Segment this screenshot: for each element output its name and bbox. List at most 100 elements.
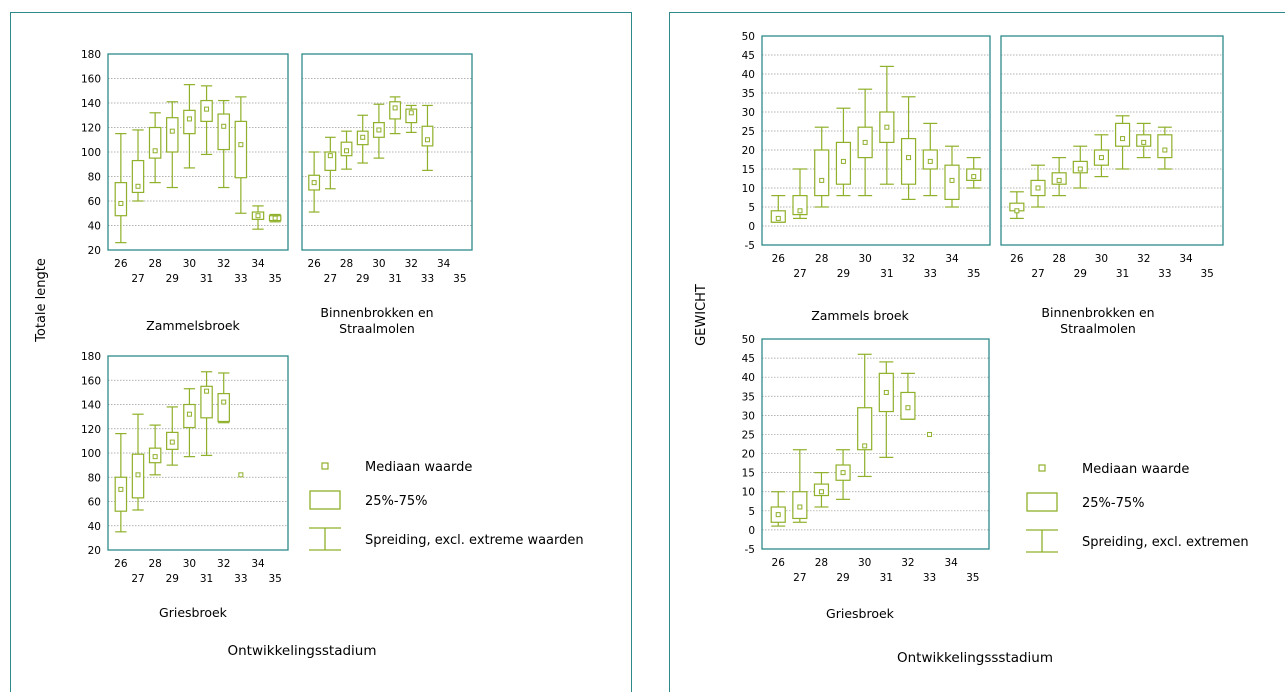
median-marker xyxy=(376,127,382,133)
chart-0: 2040608010012014016018026272829303132333… xyxy=(34,49,473,659)
median-marker xyxy=(1120,136,1126,142)
x-tick-label: 26 xyxy=(114,258,128,270)
x-tick-label: 31 xyxy=(1116,268,1129,280)
legend-box-symbol xyxy=(1026,492,1058,512)
median-marker xyxy=(840,158,846,164)
median-marker xyxy=(949,177,955,183)
x-tick-label: 31 xyxy=(880,268,893,280)
x-tick-label: 28 xyxy=(1052,253,1065,265)
box-stage-31 xyxy=(879,65,895,185)
box-stage-33 xyxy=(927,431,933,437)
median-marker xyxy=(221,399,227,405)
box-stage-26 xyxy=(1009,191,1025,219)
y-tick-label: 140 xyxy=(81,98,101,110)
x-tick-label: 28 xyxy=(148,258,161,270)
x-tick-label: 32 xyxy=(217,258,230,270)
y-tick-label: 15 xyxy=(742,468,755,480)
chart-1: -505101520253035404550262728293031323334… xyxy=(694,31,1224,666)
median-marker xyxy=(818,489,824,495)
box-iqr xyxy=(183,109,196,135)
box-stage-35 xyxy=(268,213,282,223)
x-axis-label: Ontwikkelingsstadium xyxy=(227,643,376,659)
y-axis-label: GEWICHT xyxy=(694,284,709,346)
x-tick-label: 34 xyxy=(437,258,451,270)
x-tick-label: 34 xyxy=(944,557,958,569)
median-marker xyxy=(905,405,911,411)
boxplot-figure: 2040608010012014016018026272829303132333… xyxy=(34,31,1249,666)
median-marker xyxy=(1162,147,1168,153)
y-tick-label: 10 xyxy=(742,183,755,195)
x-tick-label: 29 xyxy=(356,273,369,285)
median-marker xyxy=(1056,177,1062,183)
y-tick-label: 180 xyxy=(81,351,101,363)
box-stage-29 xyxy=(356,114,369,164)
legend-median-label: Mediaan waarde xyxy=(365,460,472,475)
box-stage-28 xyxy=(814,126,830,208)
y-tick-label: 25 xyxy=(742,429,755,441)
box-stage-29 xyxy=(835,107,852,197)
median-marker xyxy=(360,134,366,140)
box-stage-33 xyxy=(922,122,938,197)
y-tick-label: 20 xyxy=(88,545,101,557)
box-iqr xyxy=(857,407,873,451)
x-tick-label: 33 xyxy=(421,273,434,285)
median-marker xyxy=(884,124,890,130)
y-tick-label: 25 xyxy=(742,126,755,138)
median-marker xyxy=(238,142,244,148)
box-iqr xyxy=(166,117,179,153)
box-stage-29 xyxy=(1072,145,1088,189)
box-stage-27 xyxy=(1030,164,1046,208)
box-stage-33 xyxy=(238,472,244,478)
box-stage-32 xyxy=(1136,122,1152,159)
box-iqr xyxy=(217,113,230,151)
median-marker xyxy=(862,443,868,449)
left-figure-frame xyxy=(10,12,632,692)
x-tick-label: 31 xyxy=(200,273,213,285)
box-iqr xyxy=(405,108,418,124)
legend-box-label: 25%-75% xyxy=(1082,496,1144,511)
box-stage-26 xyxy=(308,151,321,213)
panel-frame xyxy=(1000,35,1224,246)
box-stage-33 xyxy=(1157,126,1173,170)
y-tick-label: 80 xyxy=(88,172,101,184)
x-tick-label: 32 xyxy=(902,253,915,265)
x-tick-label: 33 xyxy=(234,273,247,285)
x-tick-label: 33 xyxy=(1158,268,1171,280)
median-marker xyxy=(392,105,398,111)
median-marker xyxy=(169,439,175,445)
median-marker xyxy=(862,139,868,145)
box-stage-34 xyxy=(944,145,960,208)
x-tick-label: 30 xyxy=(858,557,871,569)
box-iqr xyxy=(131,159,145,194)
median-marker xyxy=(840,470,846,476)
y-tick-label: -5 xyxy=(745,240,755,252)
x-tick-label: 26 xyxy=(772,557,786,569)
median-marker xyxy=(1077,166,1083,172)
box-stage-30 xyxy=(1093,134,1110,178)
box-stage-31 xyxy=(200,371,213,457)
panel-frame xyxy=(761,35,991,246)
panel-frame xyxy=(107,355,289,551)
x-tick-label: 33 xyxy=(234,573,247,585)
panel-frame xyxy=(761,338,990,550)
x-tick-label: 33 xyxy=(923,572,936,584)
y-tick-label: 50 xyxy=(742,31,755,43)
x-tick-label: 26 xyxy=(307,258,321,270)
box-stage-29 xyxy=(835,449,851,500)
x-tick-label: 27 xyxy=(324,273,337,285)
x-tick-label: 30 xyxy=(183,258,196,270)
panel-frame xyxy=(301,53,473,251)
box-stage-28 xyxy=(1051,157,1067,197)
box-stage-30 xyxy=(183,84,196,169)
box-stage-30 xyxy=(372,103,385,159)
legend-median-label: Mediaan waarde xyxy=(1082,462,1189,477)
box-stage-26 xyxy=(114,133,128,244)
y-tick-label: 40 xyxy=(88,521,101,533)
x-tick-label: 29 xyxy=(1074,268,1087,280)
median-marker xyxy=(186,116,192,122)
median-marker xyxy=(408,110,414,116)
median-marker xyxy=(311,180,317,186)
y-tick-label: 120 xyxy=(81,424,101,436)
